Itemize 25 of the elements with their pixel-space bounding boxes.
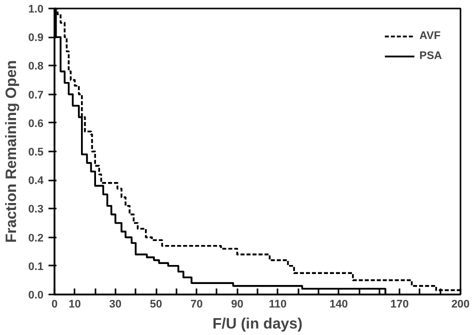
y-tick-label: 0.1 (28, 260, 44, 273)
x-tick-label: 70 (190, 298, 203, 310)
x-tick-label: 170 (390, 298, 409, 310)
y-tick-label: 1.0 (28, 4, 44, 16)
y-tick-label: 0.9 (28, 32, 44, 44)
y-tick-label: 0.0 (28, 290, 44, 302)
x-tick-label: 140 (330, 298, 348, 310)
y-tick-label: 0.3 (28, 204, 44, 216)
y-tick-label: 0.7 (28, 89, 44, 102)
x-tick-label: 0 (51, 298, 58, 310)
x-tick-label: 10 (68, 298, 81, 310)
y-tick-label: 0.8 (28, 60, 44, 73)
y-tick-label: 0.5 (28, 146, 44, 158)
x-tick-label: 90 (231, 298, 244, 310)
legend-label: AVF (419, 30, 441, 42)
x-tick-label: 110 (268, 298, 287, 310)
y-axis-title: Fraction Remaining Open (3, 60, 20, 243)
y-tick-label: 0.2 (28, 232, 44, 244)
y-tick-label: 0.4 (28, 175, 44, 188)
x-axis-title: F/U (in days) (212, 316, 303, 332)
x-tick-label: 200 (451, 298, 470, 310)
x-tick-label: 50 (150, 298, 162, 310)
y-tick-label: 0.6 (28, 118, 44, 130)
legend-label: PSA (419, 50, 442, 62)
x-tick-label: 30 (109, 298, 122, 310)
